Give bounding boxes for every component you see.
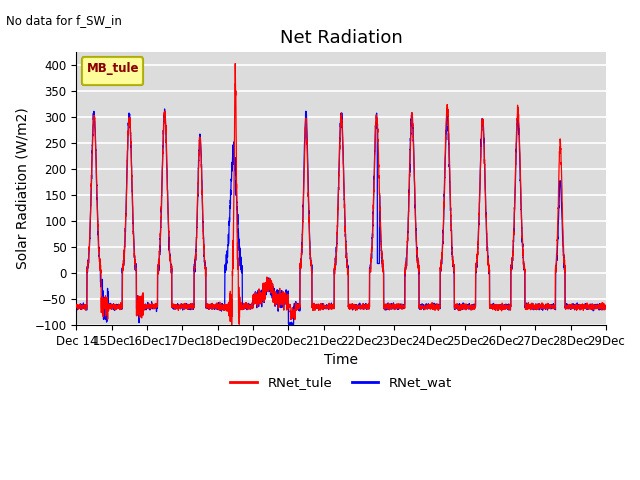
X-axis label: Time: Time [324, 353, 358, 367]
Title: Net Radiation: Net Radiation [280, 29, 403, 48]
Y-axis label: Solar Radiation (W/m2): Solar Radiation (W/m2) [15, 108, 29, 269]
Legend: RNet_tule, RNet_wat: RNet_tule, RNet_wat [225, 371, 458, 395]
Text: No data for f_SW_in: No data for f_SW_in [6, 14, 122, 27]
